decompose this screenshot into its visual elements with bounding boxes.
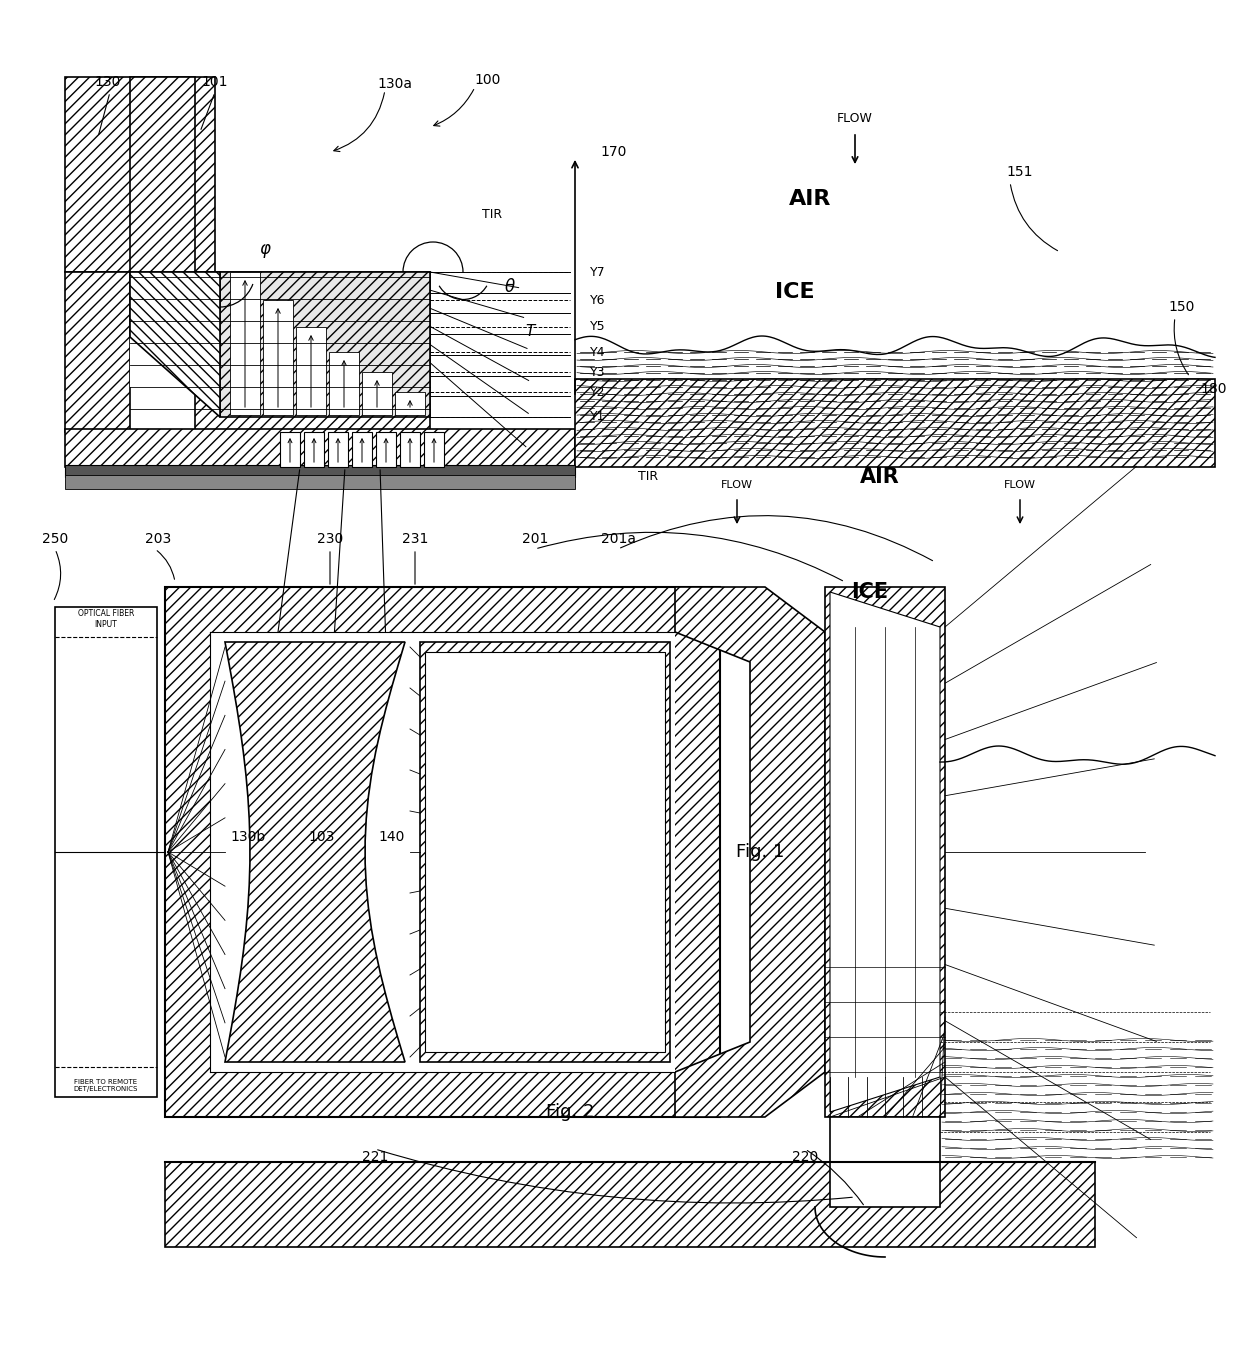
Text: FIBER TO REMOTE
DET/ELECTRONICS: FIBER TO REMOTE DET/ELECTRONICS: [74, 1079, 138, 1091]
Bar: [64, 272, 130, 432]
Bar: [229, 272, 260, 415]
Text: TIR: TIR: [482, 209, 502, 221]
Text: OPTICAL FIBER
INPUT: OPTICAL FIBER INPUT: [78, 609, 134, 629]
Bar: [296, 327, 326, 415]
Text: Y7: Y7: [590, 265, 605, 279]
Bar: [280, 432, 300, 467]
Bar: [130, 77, 195, 272]
Bar: [396, 392, 425, 415]
Text: 220: 220: [792, 1150, 818, 1164]
Text: Y4: Y4: [590, 345, 605, 358]
Text: 140: 140: [378, 830, 405, 845]
Polygon shape: [825, 587, 945, 1117]
Bar: [362, 372, 392, 415]
Bar: [263, 300, 293, 415]
Bar: [376, 432, 396, 467]
Text: Y3: Y3: [590, 365, 605, 379]
Text: 101: 101: [202, 75, 228, 89]
Polygon shape: [830, 591, 940, 1113]
Polygon shape: [219, 272, 430, 418]
Text: Y2: Y2: [590, 385, 605, 399]
Bar: [329, 432, 348, 467]
Bar: [401, 432, 420, 467]
Bar: [64, 428, 575, 467]
Text: Fig. 1: Fig. 1: [735, 843, 784, 861]
Polygon shape: [195, 272, 430, 432]
Text: AIR: AIR: [861, 467, 900, 488]
Text: 201a: 201a: [600, 532, 635, 546]
Bar: [210, 632, 675, 1072]
Text: 231: 231: [402, 532, 428, 546]
Polygon shape: [130, 272, 219, 418]
Bar: [130, 272, 205, 387]
Text: T: T: [526, 325, 534, 339]
Text: TIR: TIR: [637, 470, 658, 484]
Text: 221: 221: [362, 1150, 388, 1164]
Polygon shape: [224, 643, 405, 1061]
Text: Y5: Y5: [590, 321, 605, 334]
Text: AIR: AIR: [789, 189, 831, 209]
Bar: [329, 352, 360, 415]
Text: 130a: 130a: [377, 77, 413, 92]
Bar: [830, 1117, 940, 1207]
Bar: [424, 432, 444, 467]
Polygon shape: [425, 652, 665, 1052]
Text: 201: 201: [522, 532, 548, 546]
Text: 170: 170: [600, 145, 626, 159]
Text: 203: 203: [145, 532, 171, 546]
Text: 230: 230: [317, 532, 343, 546]
Bar: [352, 432, 372, 467]
Text: Fig. 2: Fig. 2: [546, 1103, 594, 1121]
Bar: [575, 379, 1215, 467]
Text: 250: 250: [42, 532, 68, 546]
Text: FLOW: FLOW: [837, 113, 873, 125]
Text: φ: φ: [259, 240, 270, 259]
Text: 130: 130: [94, 75, 122, 89]
Polygon shape: [675, 587, 825, 1117]
Text: Y1: Y1: [590, 411, 605, 423]
Text: ICE: ICE: [775, 282, 815, 302]
Text: 151: 151: [1007, 164, 1033, 179]
Bar: [165, 587, 720, 1117]
Text: 180: 180: [1200, 383, 1226, 396]
Text: Y6: Y6: [590, 294, 605, 307]
Bar: [165, 1162, 1095, 1247]
Bar: [304, 432, 324, 467]
Text: 130b: 130b: [231, 830, 265, 845]
Text: 150: 150: [1169, 300, 1195, 314]
Bar: [64, 475, 575, 489]
Polygon shape: [420, 643, 670, 1061]
Text: FLOW: FLOW: [720, 480, 753, 490]
Text: ICE: ICE: [852, 582, 889, 602]
Bar: [55, 607, 157, 1096]
Bar: [64, 465, 575, 477]
Text: FLOW: FLOW: [1004, 480, 1035, 490]
Bar: [64, 77, 215, 272]
Text: 103: 103: [309, 830, 335, 845]
Text: θ: θ: [505, 277, 515, 296]
Text: 100: 100: [475, 73, 501, 88]
